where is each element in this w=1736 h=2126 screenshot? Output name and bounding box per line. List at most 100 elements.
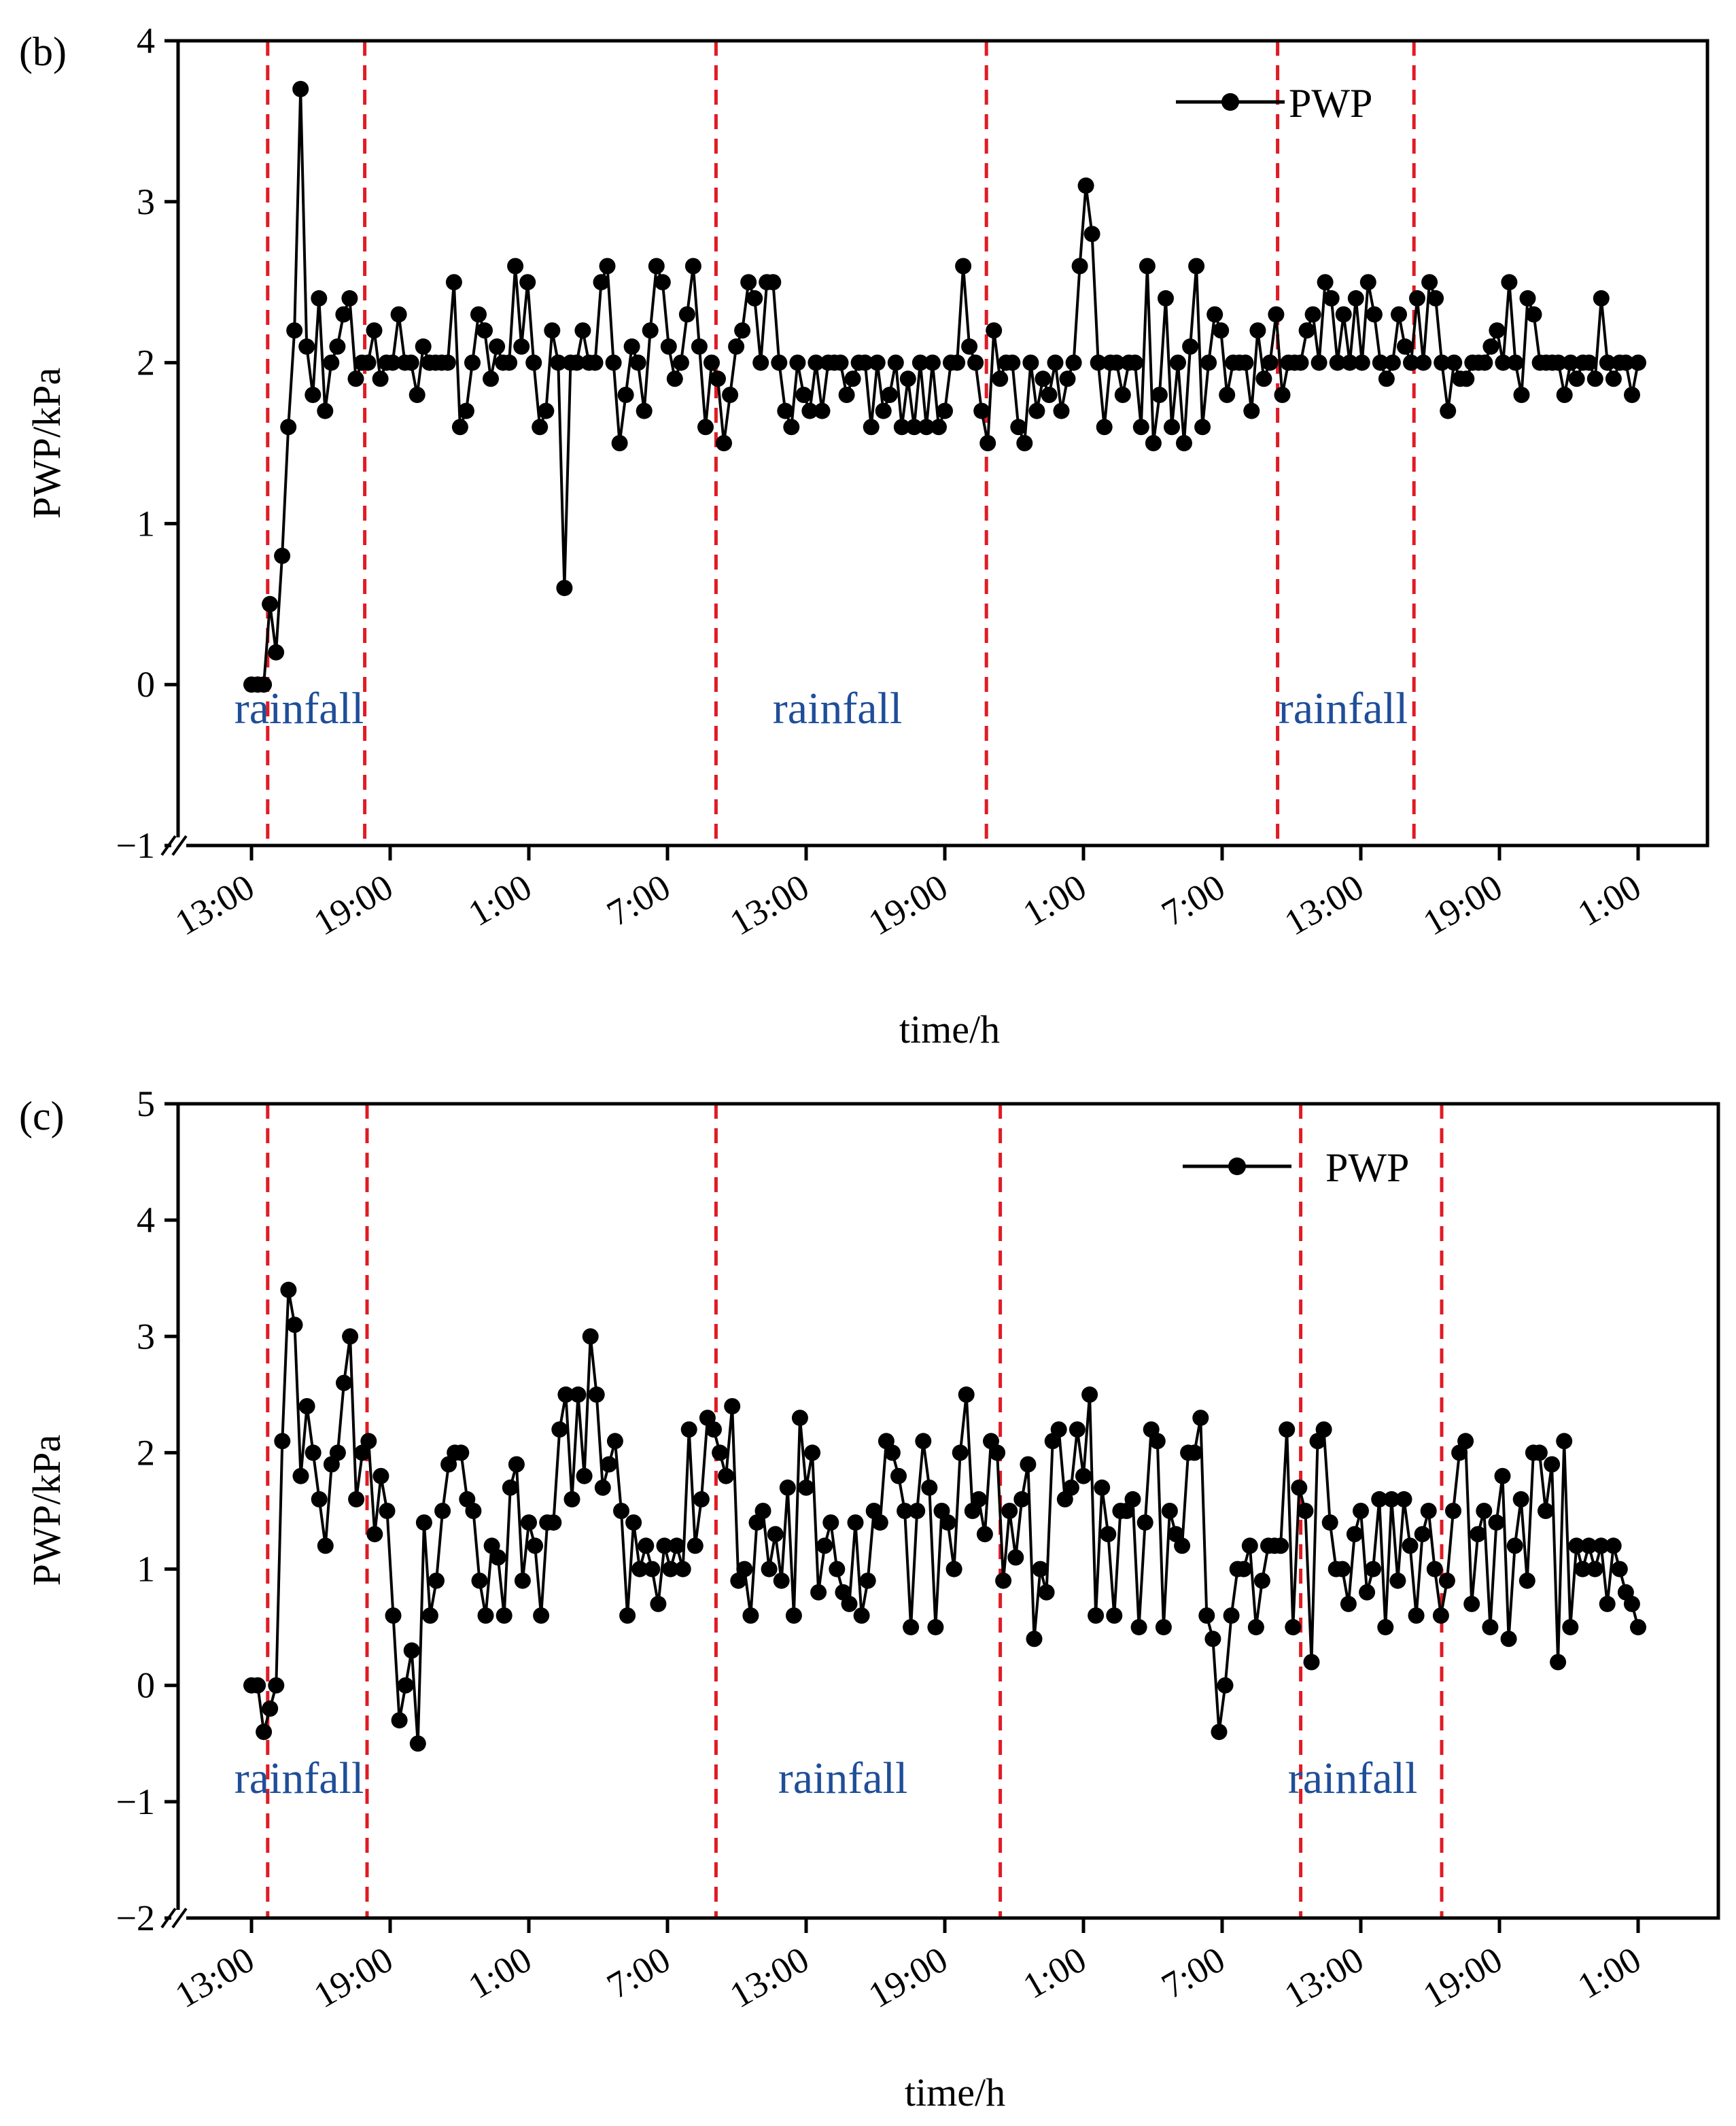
data-point [1334,1561,1351,1578]
data-point [1124,1491,1141,1508]
panel-c: (c) rainfall rainfall rainfall −2 −1 0 1 2 3 4… [19,1083,1720,2114]
data-point [421,1607,438,1624]
data-point [1617,354,1634,371]
data-point [662,1561,679,1578]
data-point [687,1537,704,1554]
data-point [680,1421,697,1438]
data-point [489,338,506,355]
y-tick-label: 0 [137,664,155,705]
data-point [945,1561,962,1578]
data-point [761,1561,778,1578]
data-point [1136,1514,1153,1531]
x-tick-label: 19:00 [861,1938,954,2015]
data-point [1200,354,1217,371]
data-point [1494,1467,1511,1484]
data-point [1568,1537,1585,1554]
data-point [366,322,383,339]
break-slash [171,1907,188,1929]
data-point [804,1444,821,1461]
data-point [1519,290,1536,307]
data-point [1075,1467,1092,1484]
data-point [742,1607,759,1624]
data-point [1174,1537,1191,1554]
data-point [1013,1491,1030,1508]
data-point [1315,1421,1332,1438]
data-point [918,419,935,436]
data-point [1402,1537,1419,1554]
data-point [829,1561,846,1578]
x-tick-label: 7:00 [600,866,677,934]
data-point [1421,274,1438,291]
data-point [1341,354,1358,371]
data-point [1359,274,1376,291]
data-point [1501,274,1518,291]
data-point [298,1398,315,1414]
data-point [1237,354,1254,371]
data-point [931,419,947,436]
data-point [1176,435,1192,451]
data-point [1081,1386,1098,1403]
data-point [574,322,591,339]
data-point [311,1491,328,1508]
data-point [1329,354,1346,371]
data-point [884,1444,901,1461]
panel-b-rainfall-label-3: rainfall [1279,684,1408,733]
data-point [1371,1491,1388,1508]
data-point [816,1537,833,1554]
data-point [915,1433,932,1450]
panel-b-plot-frame [176,39,1709,848]
break-slash [160,1907,177,1929]
x-tick-label: 1:00 [1571,1938,1648,2006]
data-point [638,1537,655,1554]
data-point [1038,1584,1055,1601]
panel-c-plot-frame [176,1102,1720,1920]
data-point [1476,1503,1493,1519]
data-point [795,387,812,403]
y-tick-label: 2 [137,1432,155,1473]
data-point [856,354,873,371]
data-point [674,1561,691,1578]
y-tick-label: 2 [137,343,155,383]
data-point [1550,1654,1567,1671]
data-point [600,1456,617,1473]
x-tick-label: 1:00 [1016,866,1093,934]
data-point [1223,1607,1240,1624]
data-point [1476,354,1493,371]
data-point [1377,1619,1394,1636]
data-point [1507,354,1524,371]
data-point [1445,1503,1461,1519]
data-point [262,1700,279,1717]
data-point [1495,354,1512,371]
data-point [1414,1526,1431,1543]
panel-b-legend: PWP [1176,81,1372,126]
data-point [961,338,978,355]
data-point [305,387,322,403]
data-point [1457,1433,1474,1450]
data-point [722,387,739,403]
data-point [791,1410,808,1427]
data-point [691,338,708,355]
data-point [704,354,720,371]
data-point [992,370,1009,387]
data-point [525,354,542,371]
data-point [403,1642,420,1659]
data-point [777,402,794,419]
data-point [341,290,358,307]
data-point [397,1677,414,1694]
data-point [483,370,499,387]
data-point [372,1467,389,1484]
data-point [832,354,849,371]
data-point [1094,1479,1111,1496]
data-point [1069,1421,1086,1438]
data-point [1035,370,1052,387]
data-point [1155,1619,1172,1636]
data-point [814,402,831,419]
data-point [853,1607,870,1624]
data-point [502,1479,519,1496]
data-point [771,354,788,371]
data-point [1062,1479,1079,1496]
data-point [1004,354,1021,371]
panel-b-legend-marker-icon [1221,93,1239,111]
data-point [576,1467,593,1484]
data-point [1253,1572,1270,1589]
